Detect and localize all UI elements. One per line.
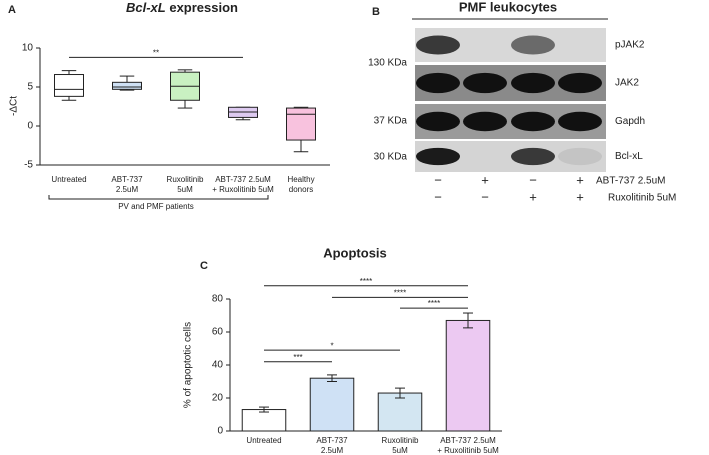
x-tick-label: ABT-737 — [316, 436, 348, 445]
title-part: Bcl-xL — [126, 0, 166, 15]
panel-label: A — [8, 4, 16, 16]
blot-band — [416, 147, 460, 166]
y-tick-label: 40 — [212, 360, 224, 371]
blot-band — [416, 35, 460, 55]
blot-band — [558, 111, 602, 132]
blot-band — [511, 111, 555, 132]
chart-title: Apoptosis — [323, 245, 387, 260]
bar — [445, 319, 491, 432]
protein-label: pJAK2 — [615, 40, 645, 51]
significance-label: * — [330, 341, 333, 350]
x-tick-label: 2.5uM — [321, 446, 344, 455]
x-tick-label: Ruxolitinib — [382, 436, 419, 445]
x-tick-label: ABT-737 — [111, 175, 143, 184]
blot-band — [463, 72, 507, 94]
blot-band — [416, 111, 460, 132]
treatment-sign: − — [434, 189, 442, 204]
treatment-sign: − — [434, 172, 442, 187]
x-tick-label: 5uM — [177, 185, 193, 194]
protein-label: Bcl-xL — [615, 151, 643, 162]
blot-band — [558, 72, 602, 94]
box — [112, 81, 142, 90]
significance-label: **** — [428, 299, 440, 308]
x-tick-label: ABT-737 2.5uM — [440, 436, 496, 445]
box — [54, 74, 84, 97]
treatment-sign: + — [576, 172, 584, 187]
treatment-label: Ruxolitinib 5uM — [608, 193, 676, 204]
y-tick-label: 0 — [27, 121, 33, 132]
x-tick-label: Untreated — [246, 436, 281, 445]
box — [286, 107, 316, 141]
chart-title: Bcl-xL expression — [126, 0, 238, 15]
mw-label: 30 KDa — [374, 152, 408, 163]
blot-band — [511, 35, 555, 55]
x-tick-label: donors — [289, 185, 313, 194]
y-tick-label: 5 — [27, 82, 33, 93]
treatment-label: ABT-737 2.5uM — [596, 176, 665, 187]
y-axis-label: % of apoptotic cells — [183, 322, 194, 408]
y-tick-label: -5 — [24, 160, 33, 171]
bar — [377, 392, 423, 432]
x-tick-label: Ruxolitinib — [167, 175, 204, 184]
blot-band — [511, 72, 555, 94]
y-tick-label: 80 — [212, 294, 224, 305]
blot-band — [511, 147, 555, 166]
panel-label: B — [372, 6, 380, 18]
x-tick-label: 5uM — [392, 446, 408, 455]
blot-band — [416, 72, 460, 94]
x-tick-label: + Ruxolitinib 5uM — [437, 446, 499, 455]
protein-label: JAK2 — [615, 78, 639, 89]
group-bracket — [48, 195, 269, 200]
y-axis-label: -ΔCt — [9, 96, 20, 116]
x-tick-label: 2.5uM — [116, 185, 139, 194]
significance-label: *** — [293, 353, 302, 362]
y-tick-label: 20 — [212, 393, 224, 404]
panel-label: C — [200, 260, 208, 272]
significance-label: **** — [360, 277, 372, 286]
significance-label: **** — [394, 288, 406, 297]
blot-title: PMF leukocytes — [459, 0, 557, 14]
treatment-sign: + — [576, 189, 584, 204]
y-tick-label: 60 — [212, 327, 224, 338]
mw-label: 130 KDa — [368, 58, 407, 69]
group-label: PV and PMF patients — [118, 202, 194, 211]
treatment-sign: − — [529, 172, 537, 187]
bar — [309, 377, 355, 432]
treatment-sign: + — [481, 172, 489, 187]
x-tick-label: + Ruxolitinib 5uM — [212, 185, 274, 194]
treatment-sign: − — [481, 189, 489, 204]
mw-label: 37 KDa — [374, 116, 408, 127]
x-tick-label: Untreated — [51, 175, 86, 184]
title-part: expression — [169, 0, 238, 15]
bar — [241, 409, 287, 432]
y-tick-label: 0 — [217, 426, 223, 437]
protein-label: Gapdh — [615, 116, 645, 127]
significance-label: ** — [153, 48, 159, 57]
x-tick-label: ABT-737 2.5uM — [215, 175, 271, 184]
blot-band — [463, 111, 507, 132]
treatment-sign: + — [529, 189, 537, 204]
x-tick-label: Healthy — [287, 175, 314, 184]
y-tick-label: 10 — [22, 43, 34, 54]
blot-band — [558, 147, 602, 166]
